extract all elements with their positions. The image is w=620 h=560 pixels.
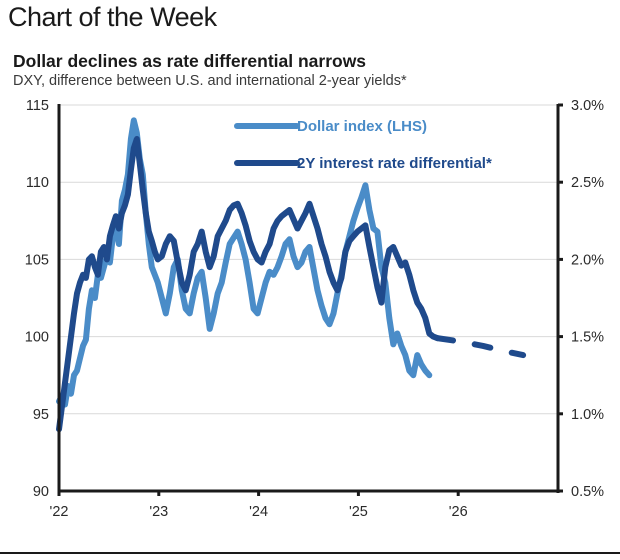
y-right-tick-label: 1.0% — [571, 407, 604, 423]
series-lines — [56, 117, 527, 433]
tick-labels: 90 95 100 105 110 115 0.5% 1.0% 1.5% 2.0% 2.5% 3.0%… — [25, 98, 604, 520]
y-left-tick-label: 115 — [26, 98, 49, 114]
bottom-divider — [0, 552, 620, 554]
chart-subtitle: DXY, difference between U.S. and interna… — [13, 73, 407, 89]
series-line-dollar-index — [56, 117, 433, 408]
y-right-tick-label: 1.5% — [571, 330, 604, 346]
gridlines — [59, 104, 558, 415]
y-left-tick-label: 110 — [26, 175, 49, 191]
x-tick-label: '24 — [249, 504, 268, 520]
y-left-tick-label: 100 — [25, 330, 49, 346]
axes — [57, 103, 563, 496]
chart-title: Dollar declines as rate differential nar… — [13, 51, 367, 71]
y-left-tick-label: 90 — [33, 484, 49, 500]
legend-label-rate-differential: 2Y interest rate differential* — [297, 155, 492, 172]
y-right-tick-label: 3.0% — [571, 98, 604, 114]
legend: Dollar index (LHS) 2Y interest rate diff… — [234, 118, 492, 172]
y-right-tick-label: 0.5% — [571, 484, 604, 500]
y-left-tick-label: 105 — [25, 252, 49, 268]
x-tick-label: '25 — [349, 504, 368, 520]
series-line-rate-differential-projection — [434, 335, 527, 359]
y-right-tick-label: 2.5% — [571, 175, 604, 191]
legend-label-dollar-index: Dollar index (LHS) — [297, 118, 427, 135]
y-left-tick-label: 95 — [33, 407, 49, 423]
page-title: Chart of the Week — [8, 2, 217, 32]
x-tick-label: '22 — [50, 504, 69, 520]
x-tick-label: '23 — [149, 504, 168, 520]
x-tick-label: '26 — [449, 504, 468, 520]
series-line-rate-differential — [56, 136, 441, 433]
y-right-tick-label: 2.0% — [571, 252, 604, 268]
